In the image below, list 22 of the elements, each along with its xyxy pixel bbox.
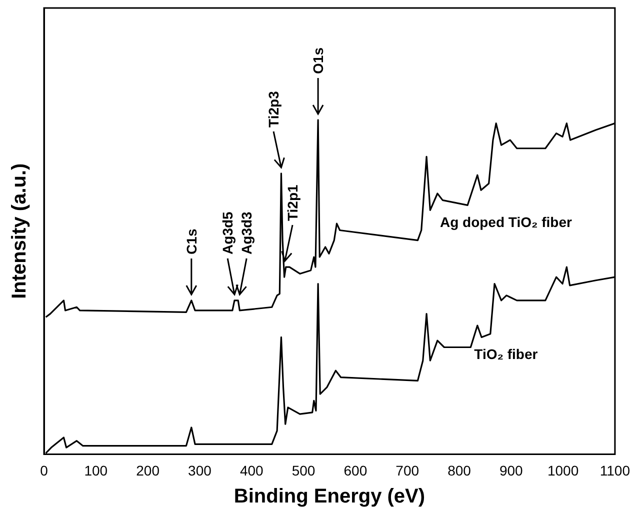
series-label: TiO₂ fiber — [474, 346, 538, 362]
annotation: Ag3d3 — [238, 211, 255, 254]
annotation: Ti2p3 — [266, 90, 282, 128]
y-axis-title: Intensity (a.u.) — [8, 163, 31, 299]
annotation: C1s — [183, 228, 200, 254]
x-tick-label: 200 — [136, 462, 160, 478]
x-tick-label: 700 — [396, 462, 420, 478]
x-tick-label: 300 — [188, 462, 212, 478]
annotation: O1s — [310, 47, 326, 74]
annotation: Ag3d5 — [220, 211, 236, 254]
x-tick-label: 900 — [499, 462, 524, 478]
x-tick-label: 800 — [448, 462, 472, 478]
x-tick-label: 0 — [40, 462, 48, 478]
x-tick-label: 400 — [240, 462, 264, 478]
x-tick-label: 100 — [84, 462, 108, 478]
x-tick-label: 1000 — [547, 462, 579, 478]
annotation: Ti2p1 — [284, 184, 301, 222]
x-tick-label: 500 — [292, 462, 316, 478]
x-tick-label: 600 — [344, 462, 368, 478]
x-axis-title: Binding Energy (eV) — [234, 486, 426, 508]
series-label: Ag doped TiO₂ fiber — [440, 214, 572, 230]
x-tick-label: 1100 — [600, 462, 630, 478]
